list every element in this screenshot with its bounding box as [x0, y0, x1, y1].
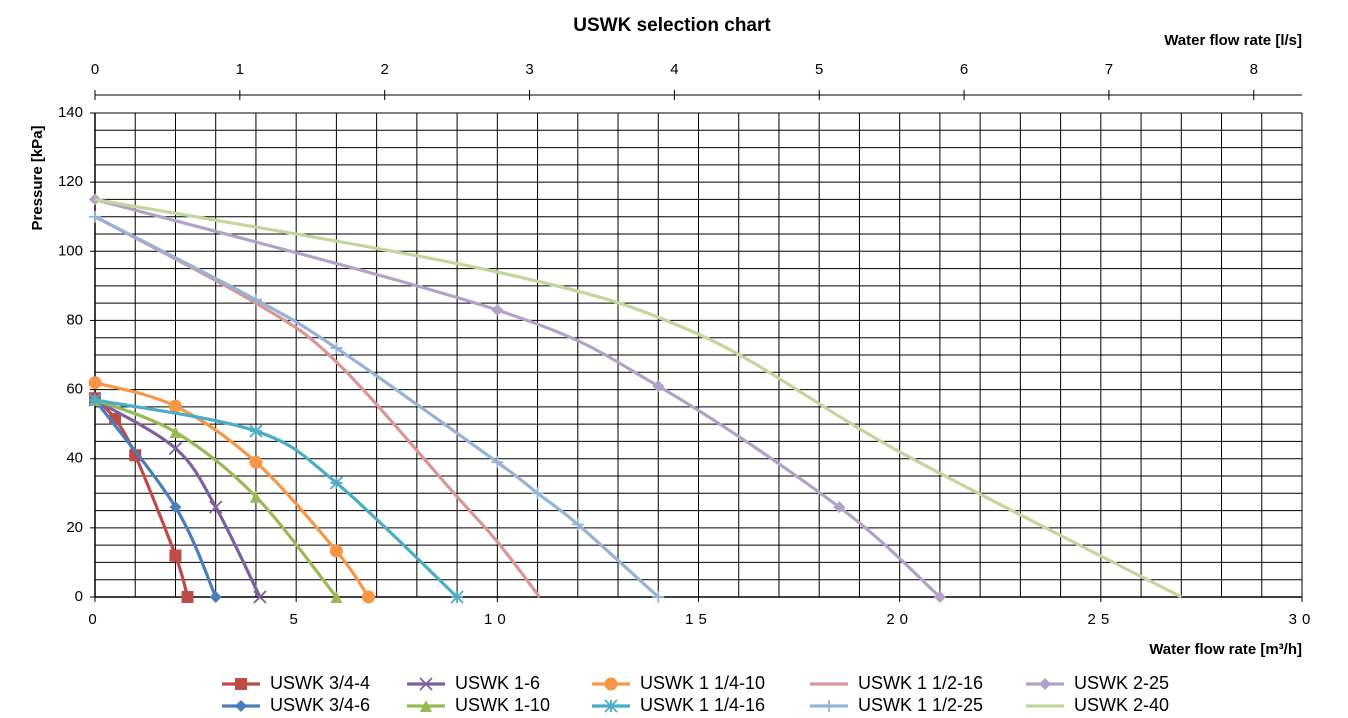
legend-label: USWK 1-10 [455, 695, 550, 715]
series-line [94, 398, 338, 599]
series-line [94, 398, 459, 599]
marker [209, 500, 223, 514]
marker [169, 501, 182, 514]
series-line [94, 197, 941, 599]
marker [652, 380, 665, 393]
legend-label: USWK 1 1/2-25 [858, 695, 983, 715]
marker [1039, 678, 1051, 690]
legend-item: USWK 1 1/2-25 [810, 695, 983, 715]
marker [253, 590, 267, 604]
marker [235, 700, 247, 712]
marker [249, 455, 263, 469]
x-tick-label: 15 [685, 611, 712, 628]
marker [181, 591, 194, 603]
x-tick-label: 20 [886, 611, 913, 628]
legend-label: USWK 1 1/2-16 [858, 673, 983, 693]
marker [168, 399, 182, 413]
marker [168, 441, 183, 455]
marker [330, 342, 343, 355]
x2-tick-label: 4 [670, 61, 678, 78]
x2-tick-label: 3 [525, 61, 533, 78]
marker [419, 677, 433, 691]
series-line [94, 215, 541, 598]
y-tick-label: 140 [58, 104, 83, 121]
x-tick-label: 10 [484, 611, 511, 628]
x2-tick-label: 8 [1250, 61, 1258, 78]
marker [89, 210, 101, 223]
marker [652, 591, 665, 603]
x-tick-label: 0 [88, 611, 101, 628]
marker [249, 293, 262, 306]
x2-tick-label: 5 [815, 61, 823, 78]
legend-item: USWK 3/4-4 [222, 673, 370, 693]
series-line [93, 398, 218, 598]
legend-label: USWK 3/4-6 [270, 695, 370, 715]
marker [209, 591, 222, 603]
x-tick-label: 5 [289, 611, 302, 628]
y-tick-label: 120 [58, 173, 83, 190]
legend-label: USWK 1 1/4-10 [640, 673, 765, 693]
y-tick-label: 80 [66, 311, 83, 328]
marker [604, 699, 618, 713]
marker [249, 424, 263, 438]
marker [330, 591, 343, 603]
y-axis-label: Pressure [kPa] [29, 125, 46, 230]
legend-label: USWK 3/4-4 [270, 673, 370, 693]
y-tick-label: 20 [66, 519, 83, 536]
marker [531, 487, 544, 500]
marker [129, 449, 142, 462]
y-tick-label: 40 [66, 450, 83, 467]
marker [362, 590, 376, 604]
marker [329, 476, 344, 490]
legend-label: USWK 1 1/4-16 [640, 695, 765, 715]
y-tick-label: 60 [66, 381, 83, 398]
legend-item: USWK 1-6 [407, 673, 540, 693]
marker [571, 518, 584, 531]
legend-item: USWK 1-10 [407, 695, 550, 715]
legend-item: USWK 1 1/2-16 [810, 673, 983, 693]
legend-label: USWK 2-40 [1074, 695, 1169, 715]
legend-item: USWK 1 1/4-10 [592, 673, 765, 693]
marker [823, 700, 835, 712]
x2-tick-label: 1 [236, 61, 244, 78]
marker [249, 490, 262, 503]
x2-tick-label: 0 [91, 61, 99, 78]
marker [88, 393, 102, 407]
marker [88, 376, 102, 390]
x-axis-label: Water flow rate [m³/h] [1149, 641, 1302, 658]
x-tick-label: 30 [1289, 611, 1316, 628]
x2-axis-label: Water flow rate [l/s] [1164, 32, 1302, 49]
x2-tick-label: 7 [1105, 61, 1113, 78]
marker [491, 456, 504, 469]
marker [235, 678, 247, 690]
series-line [93, 397, 190, 598]
series-line [94, 398, 262, 598]
x2-tick-label: 6 [960, 61, 968, 78]
marker [933, 591, 946, 603]
marker [169, 426, 182, 439]
marker [450, 590, 464, 604]
marker [833, 501, 846, 514]
marker [329, 544, 343, 558]
marker [420, 700, 432, 712]
marker [604, 677, 618, 691]
chart-title: USWK selection chart [573, 15, 771, 36]
legend-label: USWK 2-25 [1074, 673, 1169, 693]
legend-item: USWK 2-40 [1026, 695, 1169, 715]
legend-label: USWK 1-6 [455, 673, 540, 693]
y-tick-label: 0 [75, 588, 83, 605]
x-tick-label: 25 [1087, 611, 1114, 628]
x2-tick-label: 2 [381, 61, 389, 78]
legend-item: USWK 1 1/4-16 [592, 695, 765, 715]
series-line [94, 197, 1183, 599]
legend-item: USWK 3/4-6 [222, 695, 370, 715]
y-tick-label: 100 [58, 242, 83, 259]
marker [491, 304, 504, 317]
marker [169, 549, 182, 562]
legend-item: USWK 2-25 [1026, 673, 1169, 693]
